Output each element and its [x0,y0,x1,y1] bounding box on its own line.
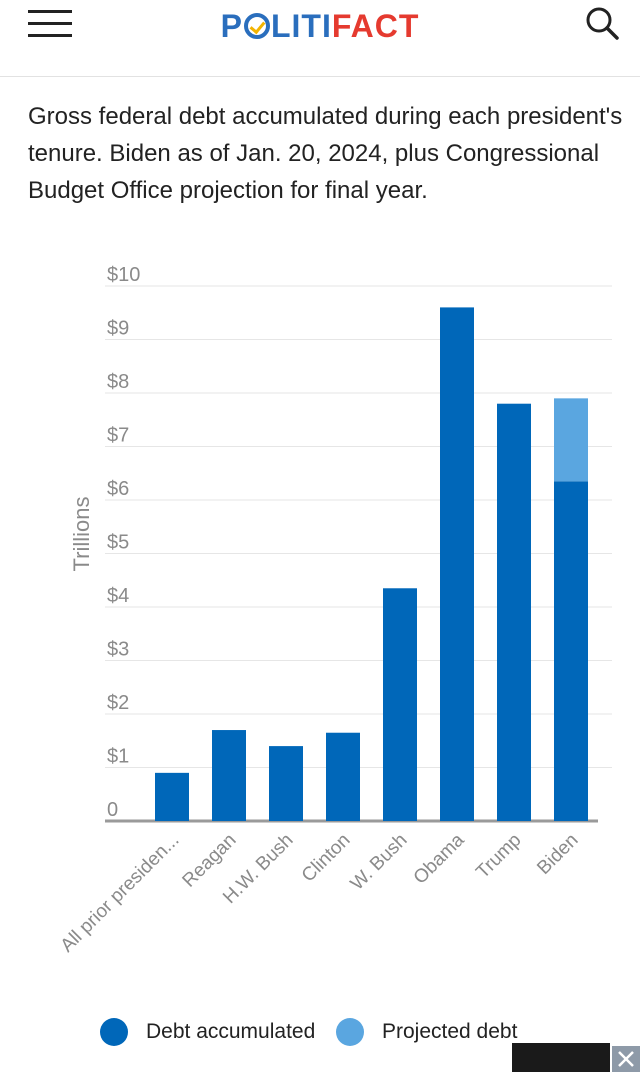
logo-check-icon [243,13,270,39]
legend-swatch-projected-debt [336,1018,364,1046]
y-tick-label: $9 [107,318,129,340]
x-category-label: All prior presiden... [57,830,184,957]
hamburger-menu-icon[interactable] [28,10,72,38]
y-tick-label: $1 [107,746,129,768]
debt-bar-chart: 0 $1 $2 $3 $4 $5 $6 $7 $8 $9 $10 All prior preside… [57,264,612,957]
bar-debt-accumulated[interactable] [269,746,303,821]
x-category-label: W. Bush [347,830,412,895]
close-icon[interactable] [612,1046,640,1072]
y-tick-label: $7 [107,425,129,447]
legend-label-debt-accumulated: Debt accumulated [146,1020,316,1043]
legend-label-projected-debt: Projected debt [382,1020,518,1043]
bar-debt-accumulated[interactable] [326,732,360,821]
bar-debt-accumulated[interactable] [155,772,189,821]
search-icon[interactable] [584,6,620,42]
y-tick-label: $4 [107,585,129,607]
bar-projected-debt[interactable] [554,398,588,482]
legend-swatch-debt-accumulated [100,1018,128,1046]
x-category-label: Clinton [298,830,355,887]
y-tick-label: 0 [107,799,118,821]
bar-debt-accumulated[interactable] [497,403,531,821]
x-category-label: Trump [472,830,525,883]
y-tick-label: $6 [107,478,129,500]
logo-text-fact: FACT [331,8,420,44]
bars [155,307,588,821]
bar-debt-accumulated[interactable] [554,481,588,821]
bar-debt-accumulated[interactable] [212,730,246,821]
y-tick-label: $10 [107,264,140,286]
site-header: P LITIFACT [0,0,640,77]
y-tick-label: $2 [107,692,129,714]
logo-text-liti: LITI [270,8,332,44]
politifact-logo[interactable]: P LITIFACT [0,8,640,44]
bar-debt-accumulated[interactable] [440,307,474,821]
ad-banner[interactable] [512,1043,610,1072]
y-axis-ticks: 0 $1 $2 $3 $4 $5 $6 $7 $8 $9 $10 [107,264,140,821]
x-category-label: Biden [533,830,582,879]
y-tick-label: $8 [107,371,129,393]
y-tick-label: $3 [107,639,129,661]
y-tick-label: $5 [107,532,129,554]
logo-text-p: P [220,8,243,44]
x-category-label: Obama [410,829,469,888]
y-axis-title: Trillions [69,497,94,572]
chart-description: Gross federal debt accumulated during ea… [28,103,623,204]
bar-debt-accumulated[interactable] [383,588,417,821]
